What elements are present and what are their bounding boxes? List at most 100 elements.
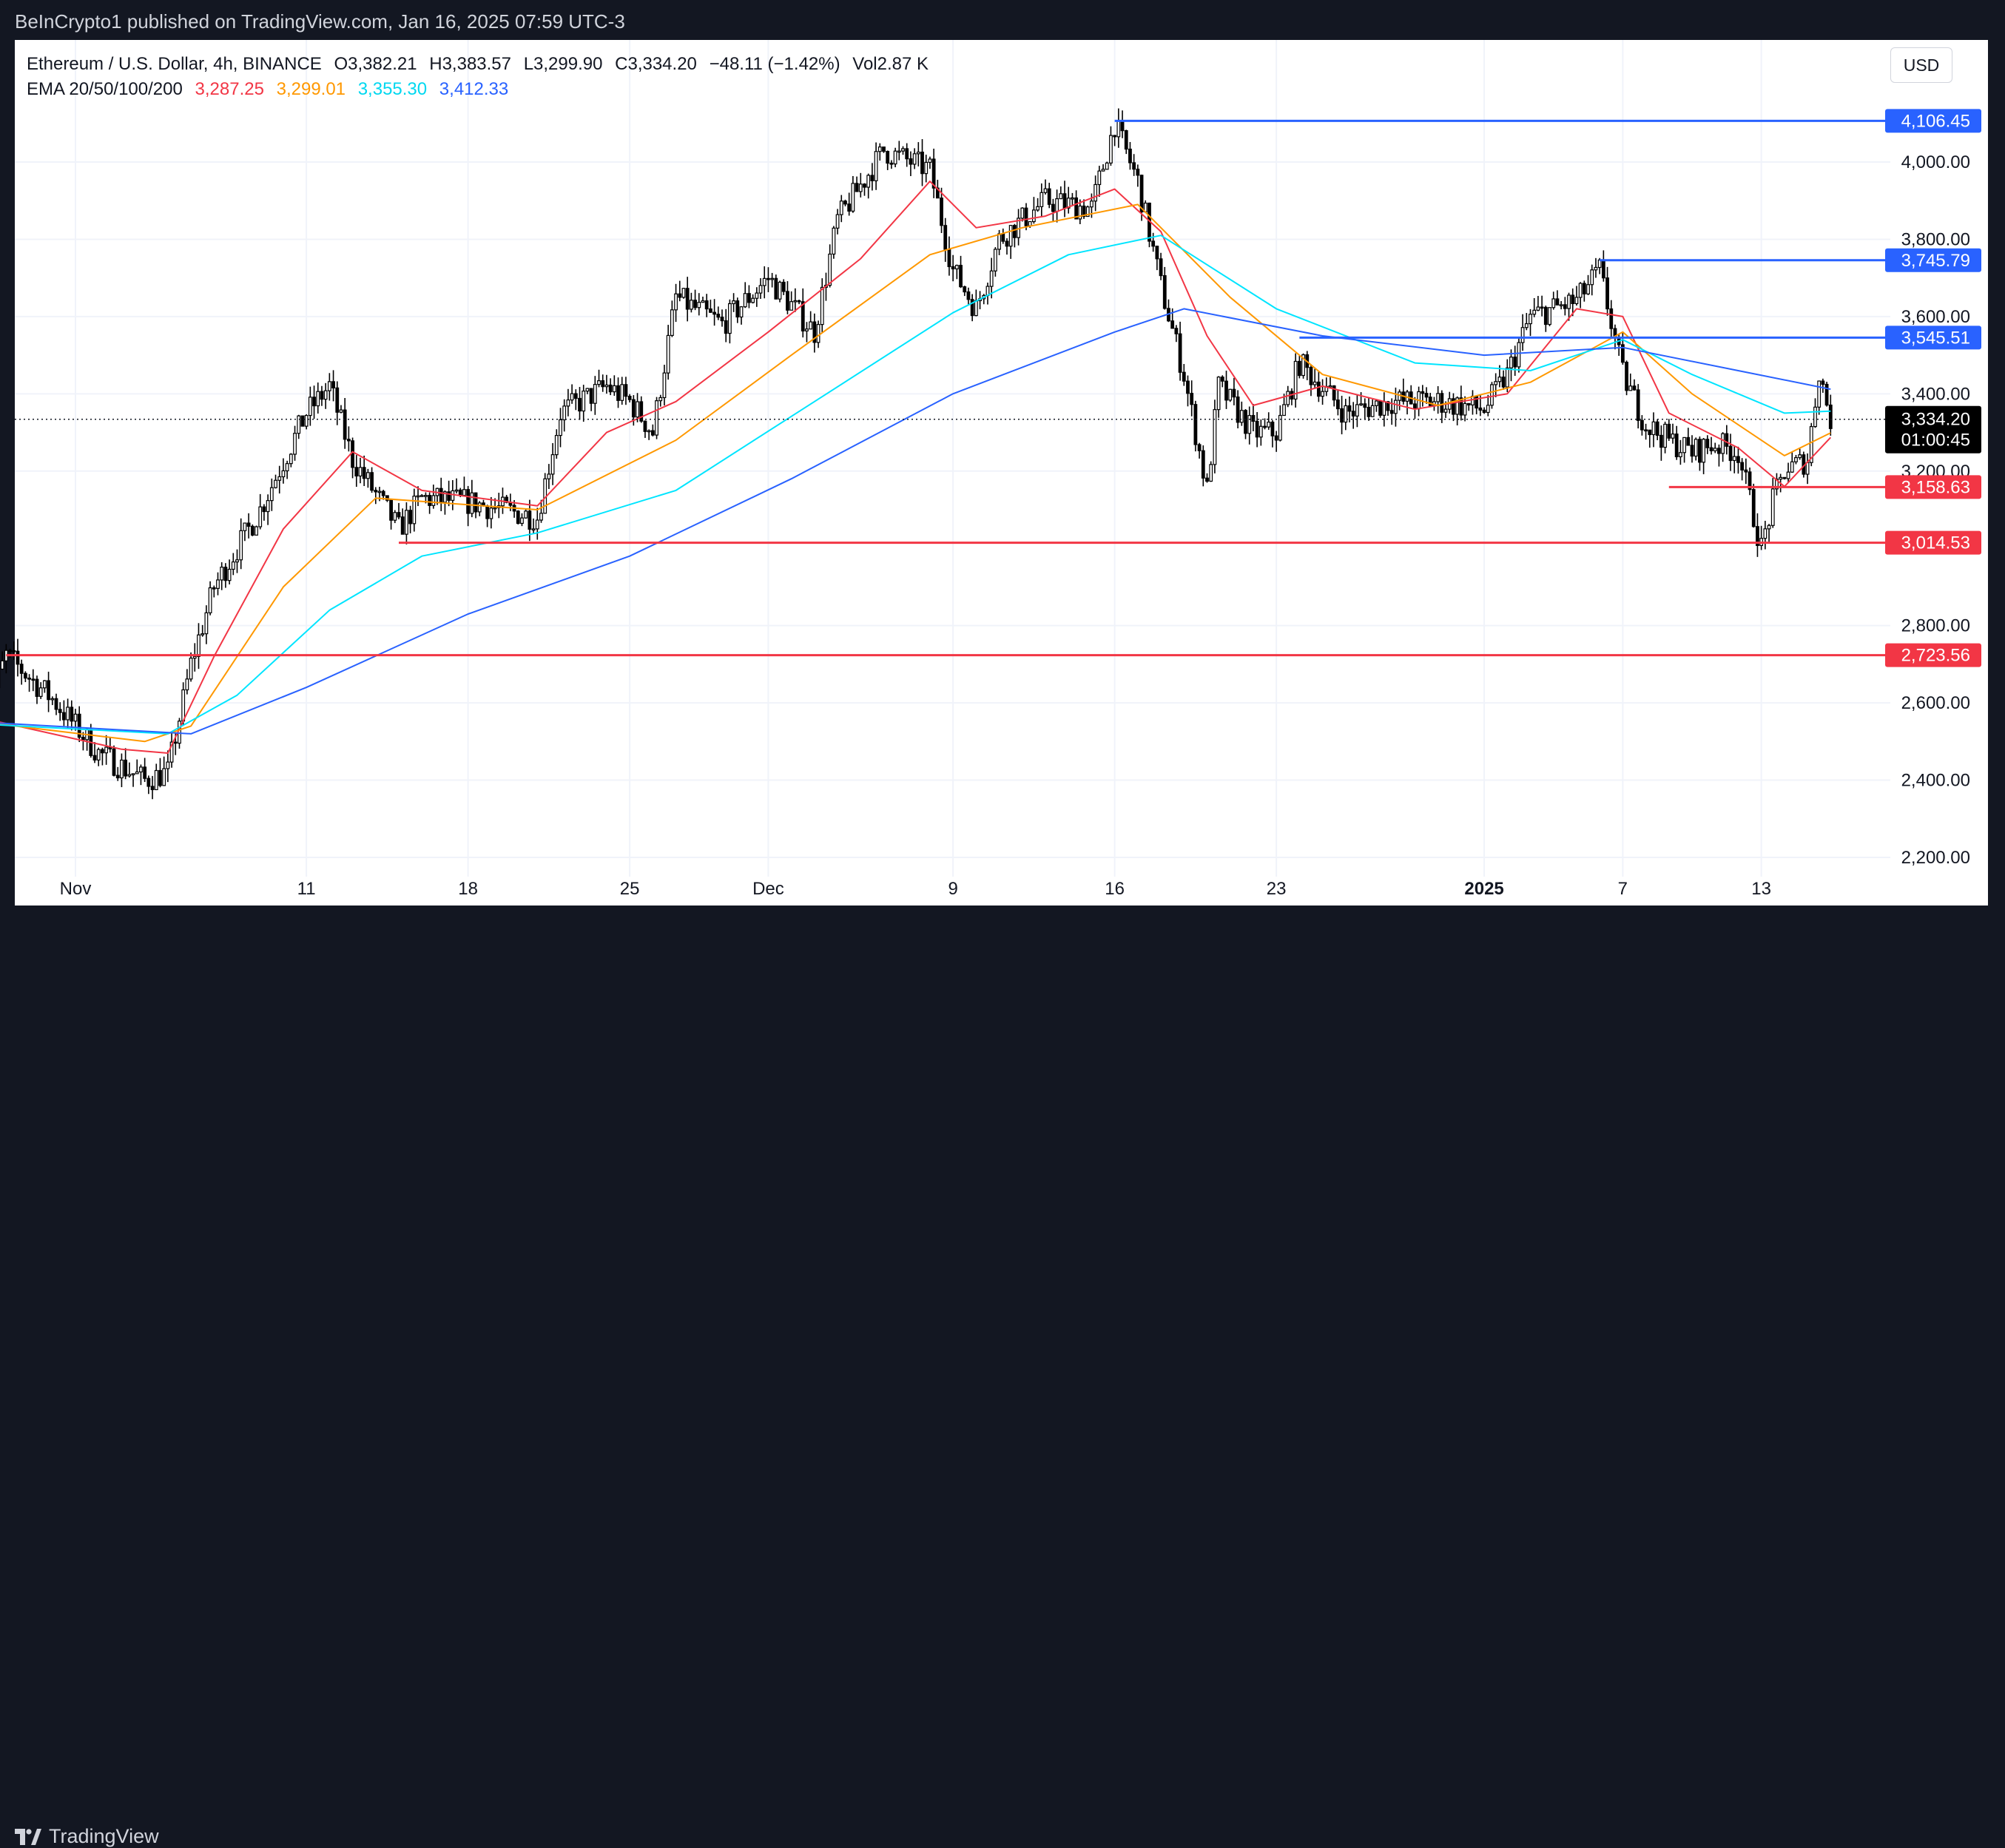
candle [1174, 325, 1179, 343]
candle-body [1036, 206, 1039, 211]
ema20-line[interactable] [0, 181, 1832, 754]
candle-body [1132, 162, 1136, 170]
candle [739, 306, 744, 325]
candle-body [277, 476, 282, 481]
candle-body [1824, 383, 1829, 406]
level-price-tag[interactable]: 3,014.53 [1885, 530, 1981, 555]
candle [1213, 399, 1217, 473]
candle [1367, 397, 1371, 421]
candle [428, 492, 432, 514]
candle [239, 518, 243, 570]
candle [1551, 291, 1556, 310]
candle [1674, 425, 1679, 460]
candle-body [197, 634, 200, 657]
candle [312, 385, 316, 419]
candle [120, 753, 124, 788]
candle [1694, 437, 1698, 461]
candle [947, 236, 951, 276]
candle-body [1551, 298, 1556, 308]
chart-panel[interactable] [15, 40, 1988, 906]
candle [1236, 390, 1240, 429]
candle-body [1031, 209, 1036, 223]
candle-body [701, 300, 705, 303]
candle [1713, 442, 1717, 453]
candle [812, 313, 817, 353]
ema50-value: 3,299.01 [276, 79, 346, 99]
candle [166, 750, 170, 783]
candle [943, 217, 948, 262]
candle-body [562, 405, 567, 421]
candle-body [1809, 426, 1813, 463]
candle-body [1136, 169, 1140, 176]
candle-body [835, 214, 840, 229]
candle [466, 485, 471, 527]
ema200-value: 3,412.33 [439, 79, 509, 99]
price-chart[interactable]: 2,200.002,400.002,600.002,800.003,200.00… [0, 0, 2005, 959]
candle [743, 282, 747, 308]
candle-body [1567, 294, 1571, 309]
candle-body [666, 334, 670, 374]
level-tag-bg [1885, 248, 1981, 272]
candle-body [1563, 304, 1567, 309]
level-price-tag[interactable]: 2,723.56 [1885, 643, 1981, 667]
candle [1601, 250, 1605, 282]
candle-body [1659, 434, 1663, 448]
candle-body [720, 317, 724, 322]
level-price-tag[interactable]: 4,106.45 [1885, 109, 1981, 133]
candle [1682, 436, 1686, 463]
candle-body [974, 300, 978, 317]
level-price-tag[interactable]: 3,745.79 [1885, 248, 1981, 272]
tradingview-logo[interactable]: TradingView [15, 1825, 159, 1848]
candle-body [751, 297, 755, 303]
candle-body [1251, 415, 1256, 422]
ema50-line[interactable] [0, 203, 1831, 743]
candle [627, 394, 632, 402]
symbol-label[interactable]: Ethereum / U.S. Dollar, 4h, BINANCE [27, 54, 322, 74]
candle [1751, 483, 1756, 528]
candle [108, 737, 112, 753]
candle-body [539, 513, 543, 521]
candle-body [204, 612, 209, 635]
candle [716, 306, 721, 320]
candle-body [624, 384, 628, 397]
candle [751, 294, 755, 304]
candle [223, 563, 228, 588]
candle [1748, 467, 1752, 496]
candle [416, 486, 420, 507]
candle [1609, 300, 1614, 337]
candle [805, 322, 809, 343]
candle [1216, 376, 1221, 418]
currency-button[interactable]: USD [1890, 47, 1952, 83]
ema100-line[interactable] [0, 235, 1831, 735]
level-price-tag[interactable]: 3,545.51 [1885, 326, 1981, 350]
candle [331, 370, 335, 402]
current-price-label: 3,334.20 [1901, 410, 1970, 430]
candle [712, 299, 716, 326]
ema-lines [0, 181, 1832, 754]
candle [358, 457, 363, 484]
candle [304, 414, 309, 430]
candle [839, 195, 843, 223]
candle-body [1770, 488, 1775, 526]
candle-body [346, 439, 351, 442]
level-price-tag[interactable]: 3,158.63 [1885, 475, 1981, 499]
candle [1775, 473, 1779, 496]
candle-body [1394, 399, 1398, 414]
candle-body [732, 300, 736, 305]
candle-body [1109, 135, 1113, 163]
candle [12, 641, 16, 661]
candle [231, 553, 235, 576]
candle [912, 148, 917, 169]
candle [351, 437, 354, 479]
candle [1274, 431, 1278, 452]
candle-body [1082, 205, 1086, 217]
ema200-line[interactable] [0, 308, 1831, 735]
ema-row: EMA 20/50/100/200 3,287.25 3,299.01 3,35… [27, 77, 936, 102]
level-tag-label: 3,545.51 [1901, 328, 1970, 348]
candle [1305, 351, 1310, 380]
candle [835, 209, 840, 235]
candle-body [1128, 148, 1132, 163]
x-tick-label: Nov [60, 879, 92, 899]
ema-label[interactable]: EMA 20/50/100/200 [27, 79, 183, 99]
candle-body [582, 391, 586, 412]
